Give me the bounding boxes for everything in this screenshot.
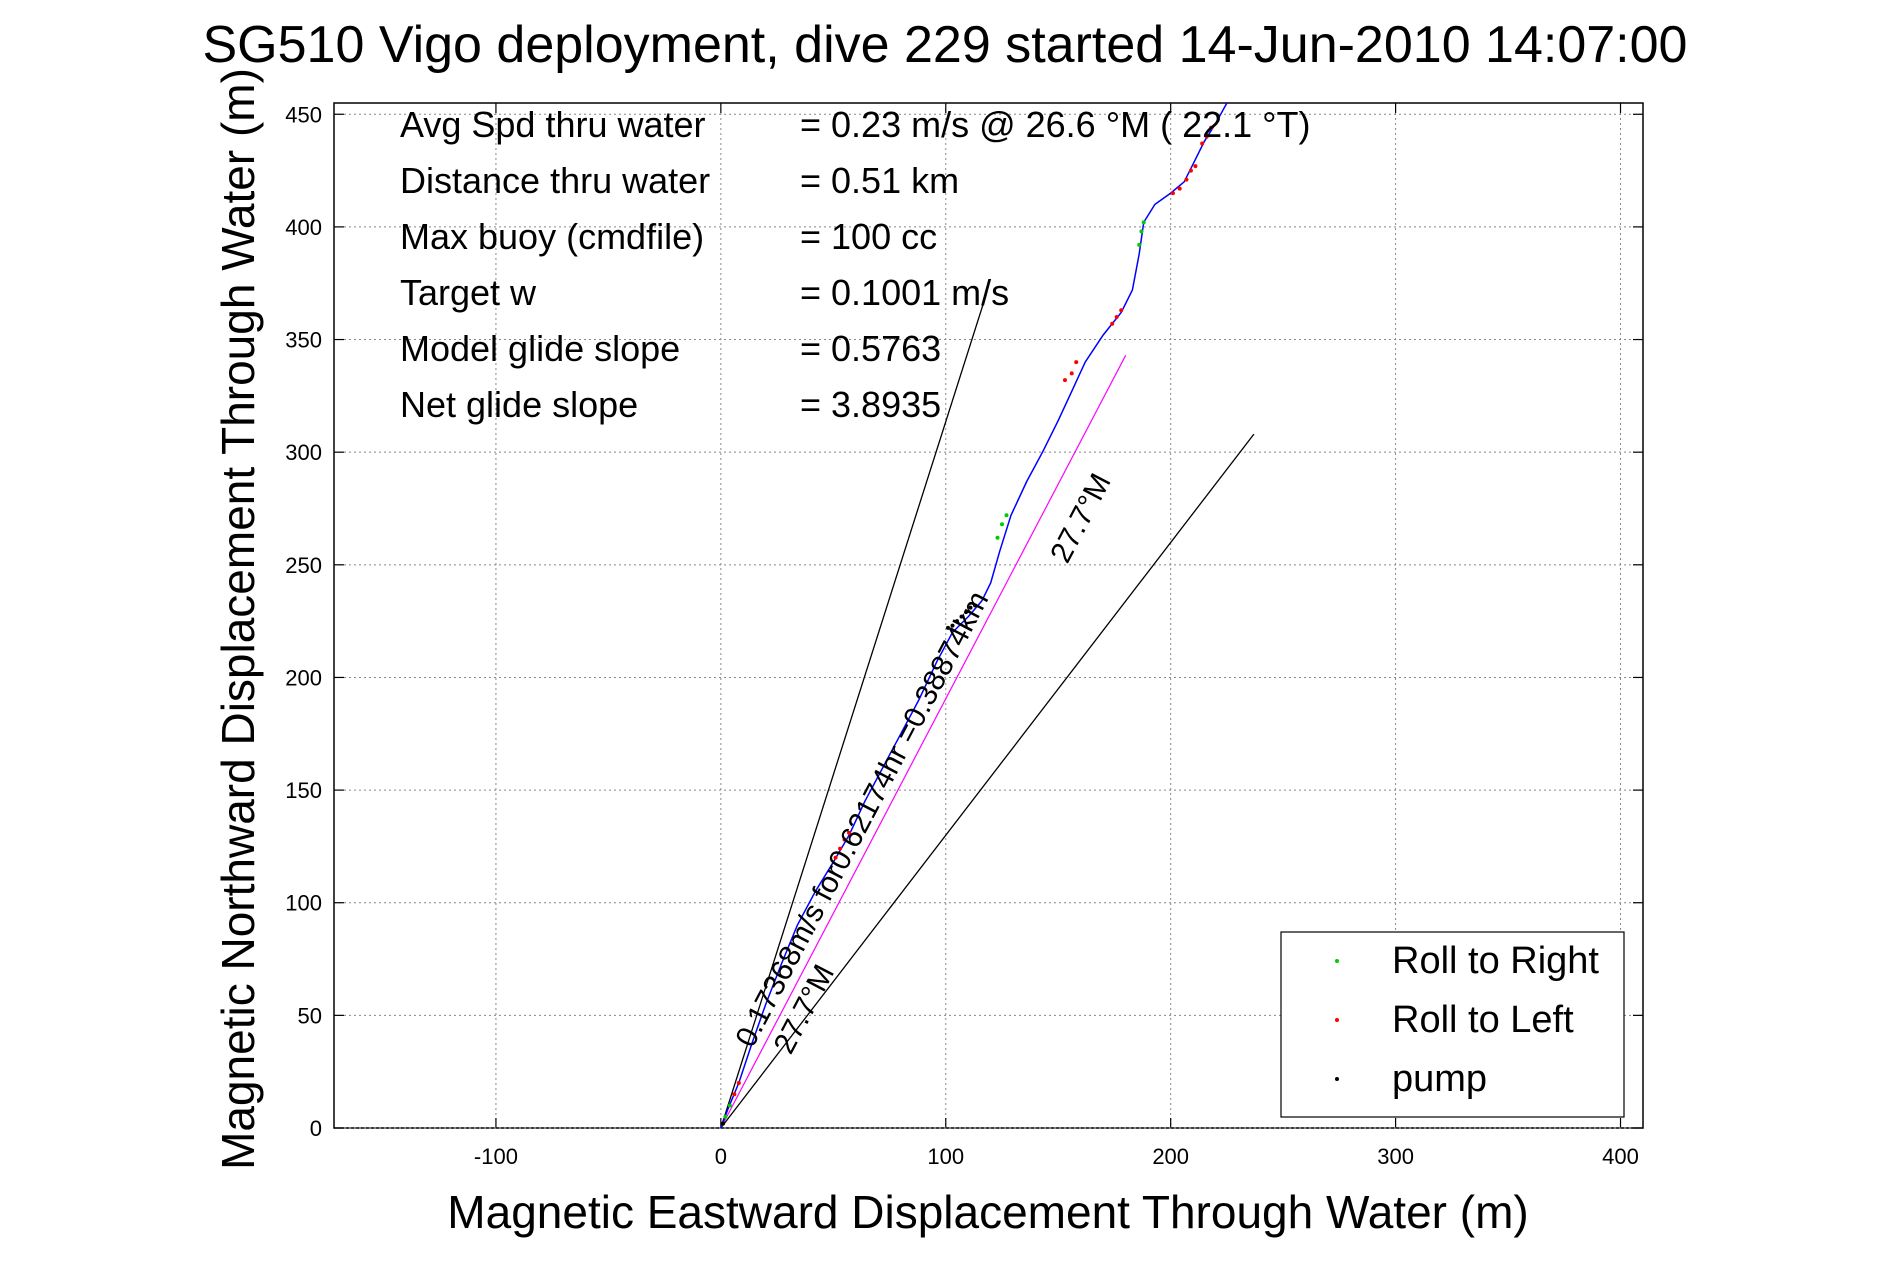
x-tick-label: 400 <box>1602 1144 1639 1169</box>
stat-label: Max buoy (cmdfile) <box>400 216 704 257</box>
x-axis-label: Magnetic Eastward Displacement Through W… <box>447 1186 1528 1238</box>
roll-left-marker <box>1074 360 1079 365</box>
roll-left-marker <box>1114 315 1119 320</box>
roll-right-marker <box>999 522 1004 527</box>
heading-guide-line <box>720 433 1255 1129</box>
roll-right-marker <box>1137 242 1142 247</box>
roll-left-marker <box>1200 141 1205 146</box>
stat-label: Target w <box>400 272 537 313</box>
roll-right-marker <box>723 1114 728 1119</box>
x-tick-label: 300 <box>1377 1144 1414 1169</box>
stat-value: = 0.51 km <box>800 160 959 201</box>
roll-right-marker <box>995 535 1000 540</box>
roll-left-marker <box>1119 308 1124 313</box>
y-tick-labels: 0 50 100 150 200 250 300 350 400 450 <box>285 102 322 1141</box>
heading-guide-lines <box>720 294 1255 1129</box>
y-tick-label: 50 <box>298 1003 322 1028</box>
roll-right-marker <box>1004 513 1009 518</box>
pump-marker <box>950 623 955 628</box>
legend-marker-roll-right <box>1335 959 1339 963</box>
stat-label: Net glide slope <box>400 384 638 425</box>
roll-left-marker <box>847 830 852 835</box>
y-tick-label: 100 <box>285 891 322 916</box>
stat-value: = 0.5763 <box>800 328 941 369</box>
roll-left-marker <box>1177 186 1182 191</box>
event-markers <box>721 125 1214 1126</box>
roll-right-marker <box>727 1103 732 1108</box>
pump-marker <box>721 1121 726 1126</box>
plot-area: -100 0 100 200 300 400 0 50 100 150 200 250 300 350 4… <box>285 102 1644 1169</box>
x-tick-label: 100 <box>927 1144 964 1169</box>
roll-left-marker <box>838 846 843 851</box>
x-tick-label: 200 <box>1152 1144 1189 1169</box>
y-tick-label: 250 <box>285 553 322 578</box>
stat-value: = 0.23 m/s @ 26.6 °M ( 22.1 °T) <box>800 104 1311 145</box>
dive-track <box>720 102 1228 1129</box>
roll-right-marker <box>1139 229 1144 234</box>
net-displacement-line <box>720 355 1127 1129</box>
pump-marker <box>973 603 978 608</box>
y-tick-label: 0 <box>310 1116 322 1141</box>
legend-label: Roll to Left <box>1392 999 1574 1041</box>
roll-left-marker <box>1184 177 1189 182</box>
roll-left-marker <box>1170 191 1175 196</box>
net-displacement-line <box>720 355 1127 1129</box>
legend-marker-roll-left <box>1335 1018 1339 1022</box>
stat-value: = 0.1001 m/s <box>800 272 1009 313</box>
y-tick-label: 300 <box>285 440 322 465</box>
roll-left-marker <box>1209 125 1214 130</box>
pump-marker <box>946 625 951 630</box>
chart-title: SG510 Vigo deployment, dive 229 started … <box>203 16 1688 74</box>
roll-left-marker <box>1069 371 1074 376</box>
track-line <box>720 102 1228 1129</box>
stat-label: Model glide slope <box>400 328 680 369</box>
stat-label: Avg Spd thru water <box>400 104 706 145</box>
roll-right-marker <box>1141 220 1146 225</box>
y-tick-label: 150 <box>285 778 322 803</box>
axes-frame <box>333 102 1644 1129</box>
roll-left-marker <box>1062 378 1067 383</box>
track-annotations: 0.17368m/s for0.62174hr =0.38874km 27.7°M… <box>729 468 1117 1059</box>
pump-marker <box>964 610 969 615</box>
roll-left-marker <box>1193 164 1198 169</box>
track-annotation: 27.7°M <box>1044 468 1118 568</box>
roll-left-marker <box>1204 134 1209 139</box>
y-tick-label: 450 <box>285 102 322 127</box>
heading-guide-line <box>720 294 987 1129</box>
roll-left-marker <box>1188 168 1193 173</box>
x-tick-label: -100 <box>474 1144 518 1169</box>
legend: Roll to Right Roll to Left pump <box>1280 931 1625 1118</box>
track-annotation: 0.17368m/s for0.62174hr =0.38874km <box>729 586 995 1052</box>
stat-label: Distance thru water <box>400 160 710 201</box>
x-tick-labels: -100 0 100 200 300 400 <box>474 1144 1639 1169</box>
y-axis-label: Magnetic Northward Displacement Through … <box>212 68 264 1170</box>
roll-left-marker <box>833 855 838 860</box>
legend-label: pump <box>1392 1058 1487 1100</box>
legend-box <box>1280 931 1625 1118</box>
x-tick-label: 0 <box>715 1144 727 1169</box>
y-tick-label: 350 <box>285 328 322 353</box>
stat-value: = 3.8935 <box>800 384 941 425</box>
x-gridlines <box>495 103 1622 1128</box>
y-tick-label: 200 <box>285 665 322 690</box>
roll-left-marker <box>736 1080 741 1085</box>
dive-statistics: Avg Spd thru water = 0.23 m/s @ 26.6 °M (… <box>400 104 1311 425</box>
roll-left-marker <box>1110 321 1115 326</box>
roll-left-marker <box>732 1092 737 1097</box>
pump-marker <box>959 614 964 619</box>
pump-marker <box>955 619 960 624</box>
stat-value: = 100 cc <box>800 216 937 257</box>
y-tick-label: 400 <box>285 215 322 240</box>
roll-left-marker <box>842 837 847 842</box>
pump-marker <box>968 605 973 610</box>
legend-label: Roll to Right <box>1392 940 1599 982</box>
legend-marker-pump <box>1335 1077 1339 1081</box>
